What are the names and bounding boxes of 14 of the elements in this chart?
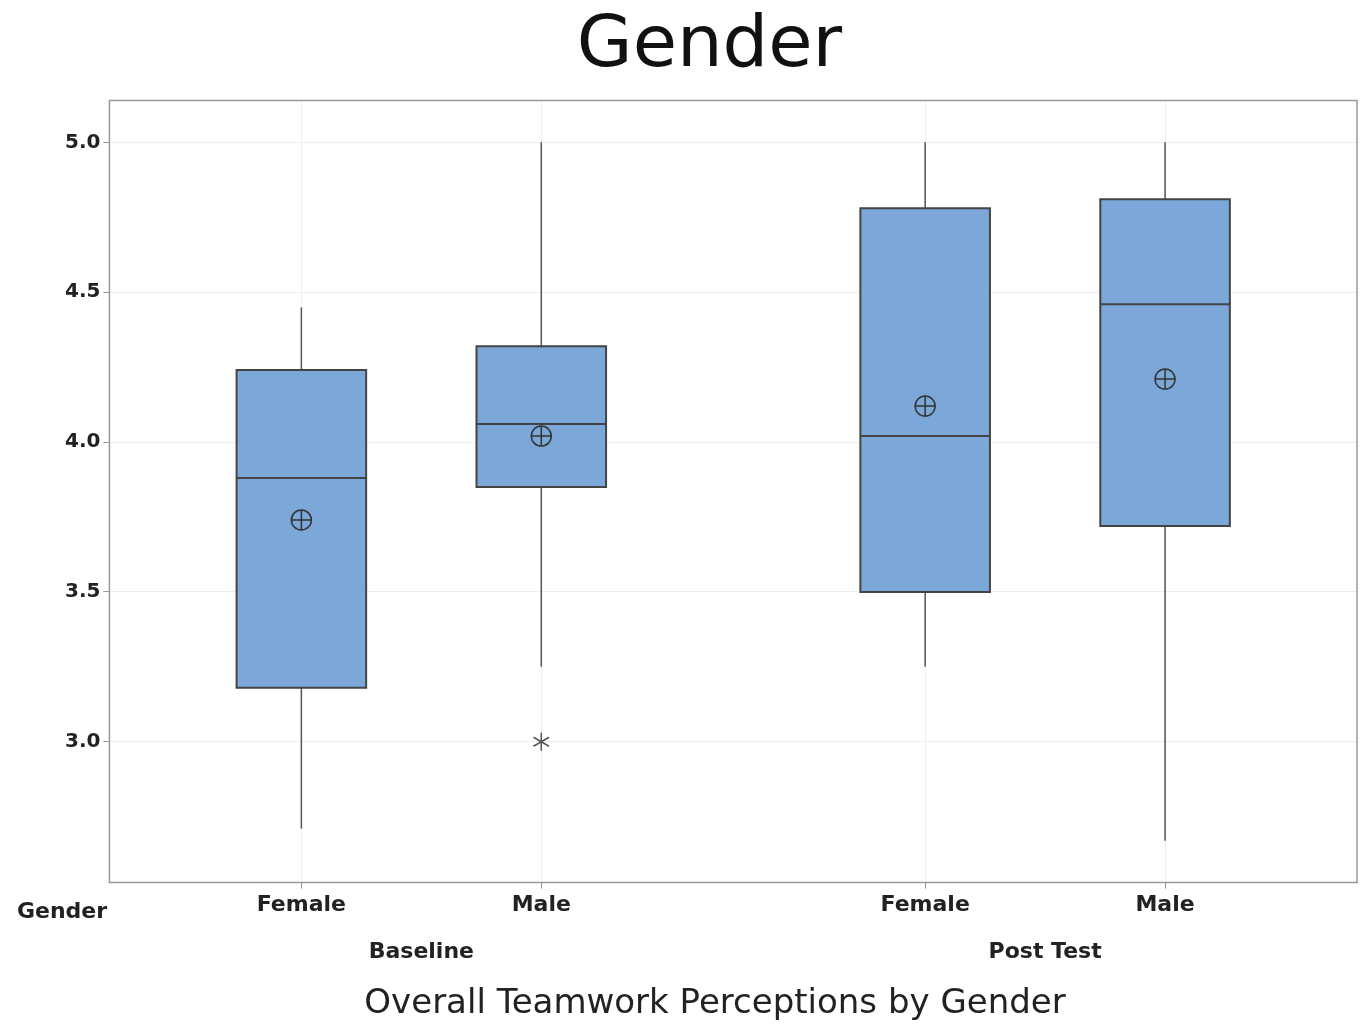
text: Post Test <box>988 938 1103 964</box>
y-tick-label: 3.5 <box>64 578 101 603</box>
x-tick-label: Male <box>1135 890 1195 916</box>
y-tick-label: 5.0 <box>64 128 101 153</box>
text: Overall Teamwork Perceptions by Gender <box>364 981 1066 1022</box>
x-axis-title: Gender <box>16 898 108 924</box>
y-tick-label: 4.5 <box>64 278 101 303</box>
x-tick-label: Female <box>256 890 347 916</box>
y-tick-label: 3.0 <box>64 727 101 752</box>
chart-title: Gender <box>576 0 843 83</box>
x-tick-label: Female <box>880 890 970 916</box>
text: Baseline <box>368 938 474 964</box>
x-tick-label: Male <box>511 890 571 916</box>
y-tick-label: 4.0 <box>64 428 101 453</box>
